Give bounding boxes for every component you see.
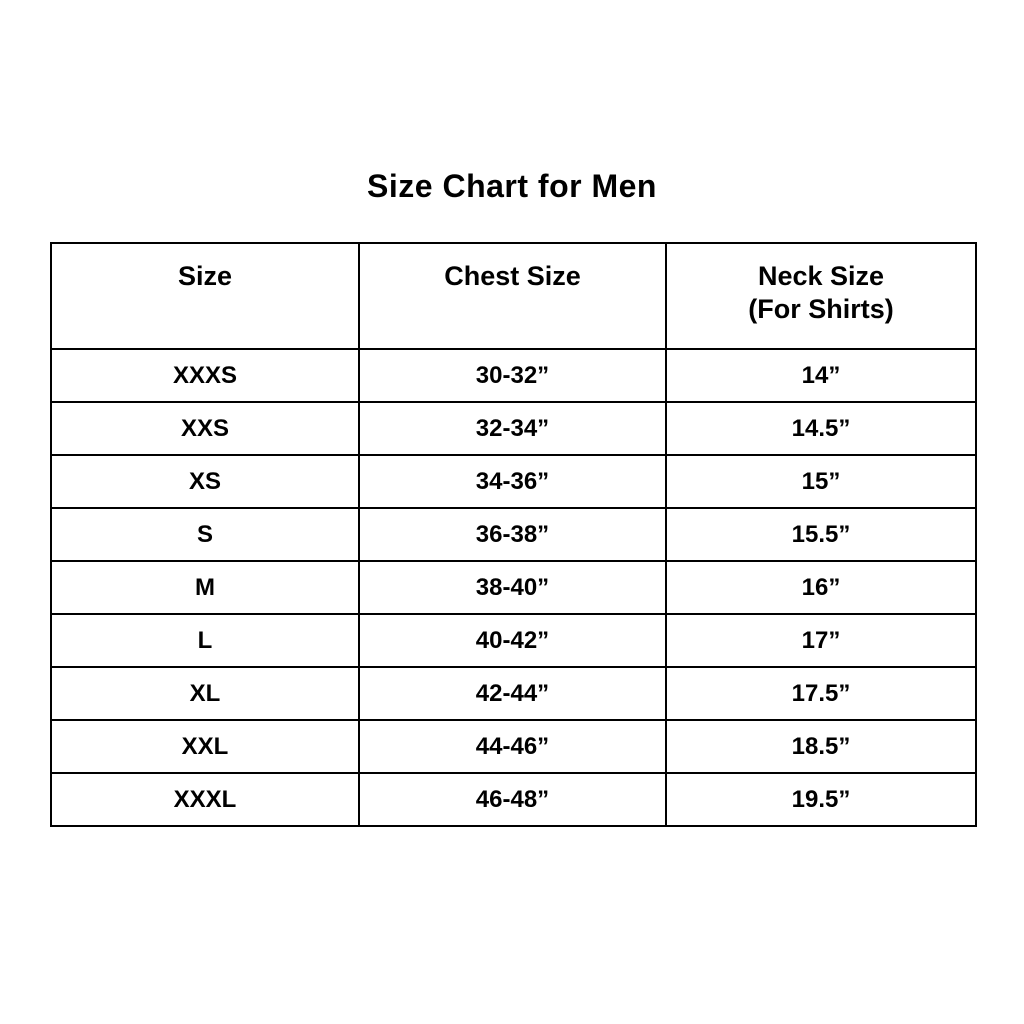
table-header-row: Size Chest Size Neck Size (For Shirts) xyxy=(50,242,977,350)
header-chest-size-label: Chest Size xyxy=(444,261,581,291)
table-row: XXXL 46-48” 19.5” xyxy=(50,772,977,827)
neck-size-cell: 15” xyxy=(665,454,977,509)
chest-size-cell: 36-38” xyxy=(358,507,667,562)
size-cell: XXXS xyxy=(50,348,360,403)
chest-size-cell: 38-40” xyxy=(358,560,667,615)
chest-size-cell: 44-46” xyxy=(358,719,667,774)
neck-size-cell: 14” xyxy=(665,348,977,403)
table-row: L 40-42” 17” xyxy=(50,613,977,668)
size-cell: S xyxy=(50,507,360,562)
table-row: XS 34-36” 15” xyxy=(50,454,977,509)
chest-size-cell: 30-32” xyxy=(358,348,667,403)
chest-size-cell: 34-36” xyxy=(358,454,667,509)
table-row: XXS 32-34” 14.5” xyxy=(50,401,977,456)
size-cell: L xyxy=(50,613,360,668)
neck-size-cell: 16” xyxy=(665,560,977,615)
size-cell: XXL xyxy=(50,719,360,774)
size-chart-table: Size Chest Size Neck Size (For Shirts) X… xyxy=(50,242,977,827)
neck-size-cell: 19.5” xyxy=(665,772,977,827)
header-neck-size-label: Neck Size xyxy=(757,261,885,291)
header-cell-size: Size xyxy=(50,242,360,350)
neck-size-cell: 14.5” xyxy=(665,401,977,456)
size-cell: XXS xyxy=(50,401,360,456)
table-row: S 36-38” 15.5” xyxy=(50,507,977,562)
neck-size-cell: 15.5” xyxy=(665,507,977,562)
size-cell: XS xyxy=(50,454,360,509)
header-cell-neck-size: Neck Size (For Shirts) xyxy=(665,242,977,350)
size-cell: XXXL xyxy=(50,772,360,827)
header-size-label: Size xyxy=(177,261,233,291)
chest-size-cell: 32-34” xyxy=(358,401,667,456)
neck-size-cell: 18.5” xyxy=(665,719,977,774)
neck-size-cell: 17.5” xyxy=(665,666,977,721)
header-neck-size-sublabel: (For Shirts) xyxy=(748,294,894,324)
chest-size-cell: 40-42” xyxy=(358,613,667,668)
neck-size-cell: 17” xyxy=(665,613,977,668)
table-row: XXL 44-46” 18.5” xyxy=(50,719,977,774)
size-cell: M xyxy=(50,560,360,615)
chart-title: Size Chart for Men xyxy=(367,168,657,204)
chest-size-cell: 46-48” xyxy=(358,772,667,827)
chest-size-cell: 42-44” xyxy=(358,666,667,721)
size-cell: XL xyxy=(50,666,360,721)
header-cell-chest-size: Chest Size xyxy=(358,242,667,350)
table-row: M 38-40” 16” xyxy=(50,560,977,615)
table-row: XXXS 30-32” 14” xyxy=(50,348,977,403)
table-row: XL 42-44” 17.5” xyxy=(50,666,977,721)
